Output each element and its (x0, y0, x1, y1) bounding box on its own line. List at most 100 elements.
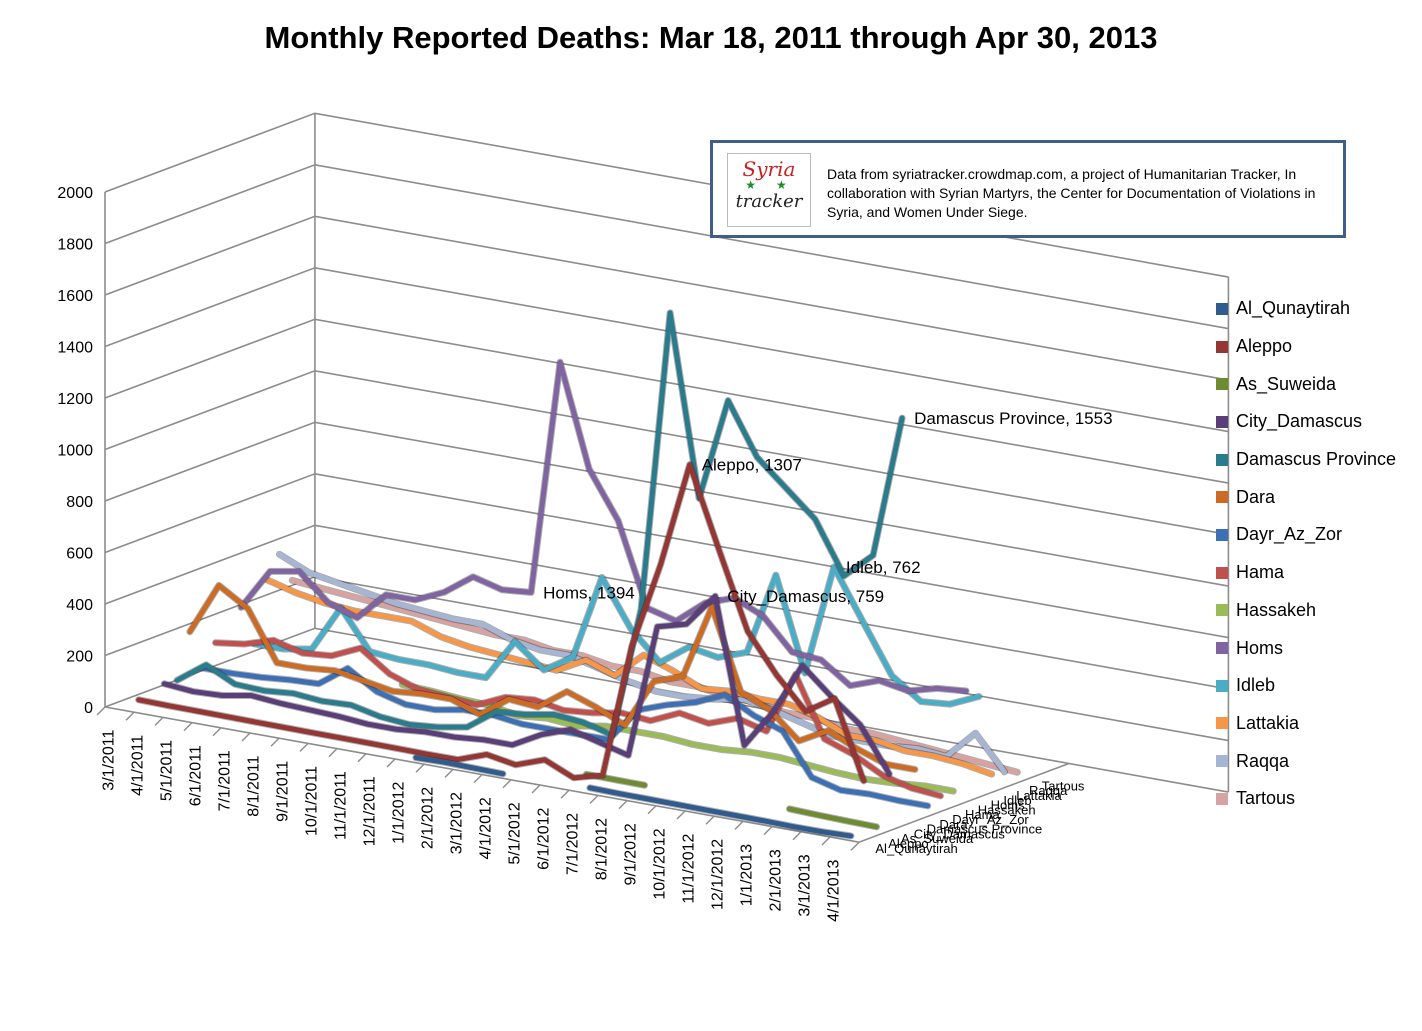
depth-tick-label: Raqqa (1029, 783, 1068, 798)
x-tick-label: 11/1/2012 (681, 834, 698, 904)
x-tick-mark (647, 805, 657, 815)
legend-item: Al_Qunaytirah (1216, 290, 1416, 328)
legend-item: Dayr_Az_Zor (1216, 516, 1416, 554)
logo-stars-icon: ★★ (745, 178, 807, 192)
x-tick-label: 3/1/2011 (101, 729, 118, 790)
x-tick-label: 12/1/2011 (362, 776, 379, 846)
depth-tick-label: Homs (991, 798, 1025, 813)
legend-label: Tartous (1236, 788, 1296, 809)
x-tick-mark (154, 716, 164, 726)
x-tick-label: 8/1/2012 (594, 818, 611, 880)
x-tick-mark (328, 748, 338, 758)
legend-label: Dayr_Az_Zor (1236, 524, 1343, 545)
legend-swatch-icon (1216, 566, 1228, 579)
x-tick-mark (676, 810, 686, 820)
depth-tick-label: Dara (939, 817, 968, 832)
x-tick-label: 4/1/2013 (826, 859, 843, 921)
depth-tick-label: Dayr_Az_Zor (952, 812, 1029, 827)
x-tick-mark (415, 763, 425, 773)
legend-swatch-icon (1216, 453, 1228, 466)
x-tick-mark (270, 737, 280, 747)
x-tick-label: 9/1/2011 (275, 761, 292, 822)
depth-tick-label: As_Suweida (901, 831, 974, 846)
x-tick-label: 9/1/2012 (623, 823, 640, 885)
x-tick-mark (473, 774, 483, 784)
legend-swatch-icon (1216, 528, 1228, 541)
legend-label: Hassakeh (1236, 599, 1317, 620)
data-annotation: City_Damascus, 759 (727, 587, 884, 606)
legend-item: Idleb (1216, 667, 1416, 705)
x-tick-label: 6/1/2011 (188, 745, 205, 806)
x-tick-label: 10/1/2011 (304, 766, 321, 836)
x-tick-mark (125, 711, 135, 721)
source-note-box: Syria ★★ tracker Data from syriatracker.… (710, 140, 1346, 238)
y-tick-label: 1800 (57, 237, 93, 254)
series-line (136, 462, 867, 784)
x-tick-mark (241, 732, 251, 742)
depth-tick-label: Idleb (1003, 793, 1031, 808)
legend-swatch-icon (1216, 340, 1228, 353)
series-line (174, 310, 905, 738)
x-tick-label: 3/1/2012 (449, 792, 466, 854)
y-tick-label: 200 (66, 649, 93, 666)
legend-swatch-icon (1216, 717, 1228, 730)
x-tick-label: 5/1/2012 (507, 802, 524, 864)
legend-label: Lattakia (1236, 712, 1300, 733)
x-tick-mark (183, 722, 193, 732)
x-tick-mark (763, 826, 773, 836)
y-tick-label: 400 (66, 597, 93, 614)
y-tick-label: 1000 (57, 443, 93, 460)
depth-tick-label: City_Damascus (914, 826, 1006, 841)
x-tick-mark (502, 779, 512, 789)
legend-swatch-icon (1216, 679, 1228, 692)
x-tick-mark (850, 841, 860, 851)
depth-tick-label: Aleppo (888, 836, 928, 851)
x-tick-mark (734, 820, 744, 830)
chart-title: Monthly Reported Deaths: Mar 18, 2011 th… (264, 20, 1158, 55)
x-tick-label: 7/1/2012 (565, 813, 582, 875)
depth-tick-label: Lattakia (1016, 788, 1062, 803)
series-line (787, 806, 879, 830)
x-tick-label: 5/1/2011 (159, 740, 176, 801)
x-tick-label: 11/1/2011 (333, 771, 350, 840)
data-annotation: Damascus Province, 1553 (914, 409, 1112, 428)
legend-item: As_Suweida (1216, 365, 1416, 403)
x-tick-mark (386, 758, 396, 768)
x-tick-label: 12/1/2012 (710, 839, 727, 910)
x-tick-mark (589, 794, 599, 804)
chart-legend: Al_Qunaytirah Aleppo As_Suweida City_Damasc… (1216, 290, 1416, 818)
y-tick-label: 2000 (57, 185, 93, 202)
legend-swatch-icon (1216, 604, 1228, 617)
legend-item: Damascus Province (1216, 441, 1416, 479)
y-tick-label: 1200 (57, 391, 93, 408)
depth-tick-label: Damascus Province (927, 822, 1043, 837)
x-tick-label: 3/1/2013 (797, 854, 814, 916)
depth-tick-label: Tartous (1042, 778, 1085, 793)
series-line (289, 577, 1020, 775)
legend-label: Raqqa (1236, 750, 1290, 771)
x-tick-mark (792, 831, 802, 841)
legend-swatch-icon (1216, 378, 1228, 391)
x-tick-label: 2/1/2012 (420, 787, 437, 849)
annotations: Homs, 1394 Aleppo, 1307 Damascus Province,… (543, 409, 1112, 606)
x-tick-mark (212, 727, 222, 737)
depth-tick-label: Hassakeh (978, 802, 1036, 817)
x-tick-label: 2/1/2013 (768, 849, 785, 911)
legend-label: Hama (1236, 562, 1285, 583)
y-tick-label: 800 (66, 494, 93, 511)
depth-axis-ticks: Al_QunaytirahAleppoAs_SuweidaCity_Damasc… (875, 778, 1085, 855)
legend-label: Aleppo (1236, 336, 1293, 357)
legend-swatch-icon (1216, 415, 1228, 428)
legend-item: City_Damascus (1216, 403, 1416, 441)
legend-item: Aleppo (1216, 328, 1416, 366)
x-axis-ticks: 3/1/2011 4/1/2011 5/1/2011 6/1/2011 7/1/2011… (101, 729, 843, 921)
series-line (251, 564, 982, 707)
x-tick-mark (821, 836, 831, 846)
legend-swatch-icon (1216, 642, 1228, 655)
x-tick-mark (96, 706, 106, 716)
x-tick-label: 1/1/2012 (391, 781, 408, 843)
legend-label: Al_Qunaytirah (1236, 298, 1351, 319)
x-tick-mark (560, 789, 570, 799)
legend-swatch-icon (1216, 491, 1228, 504)
